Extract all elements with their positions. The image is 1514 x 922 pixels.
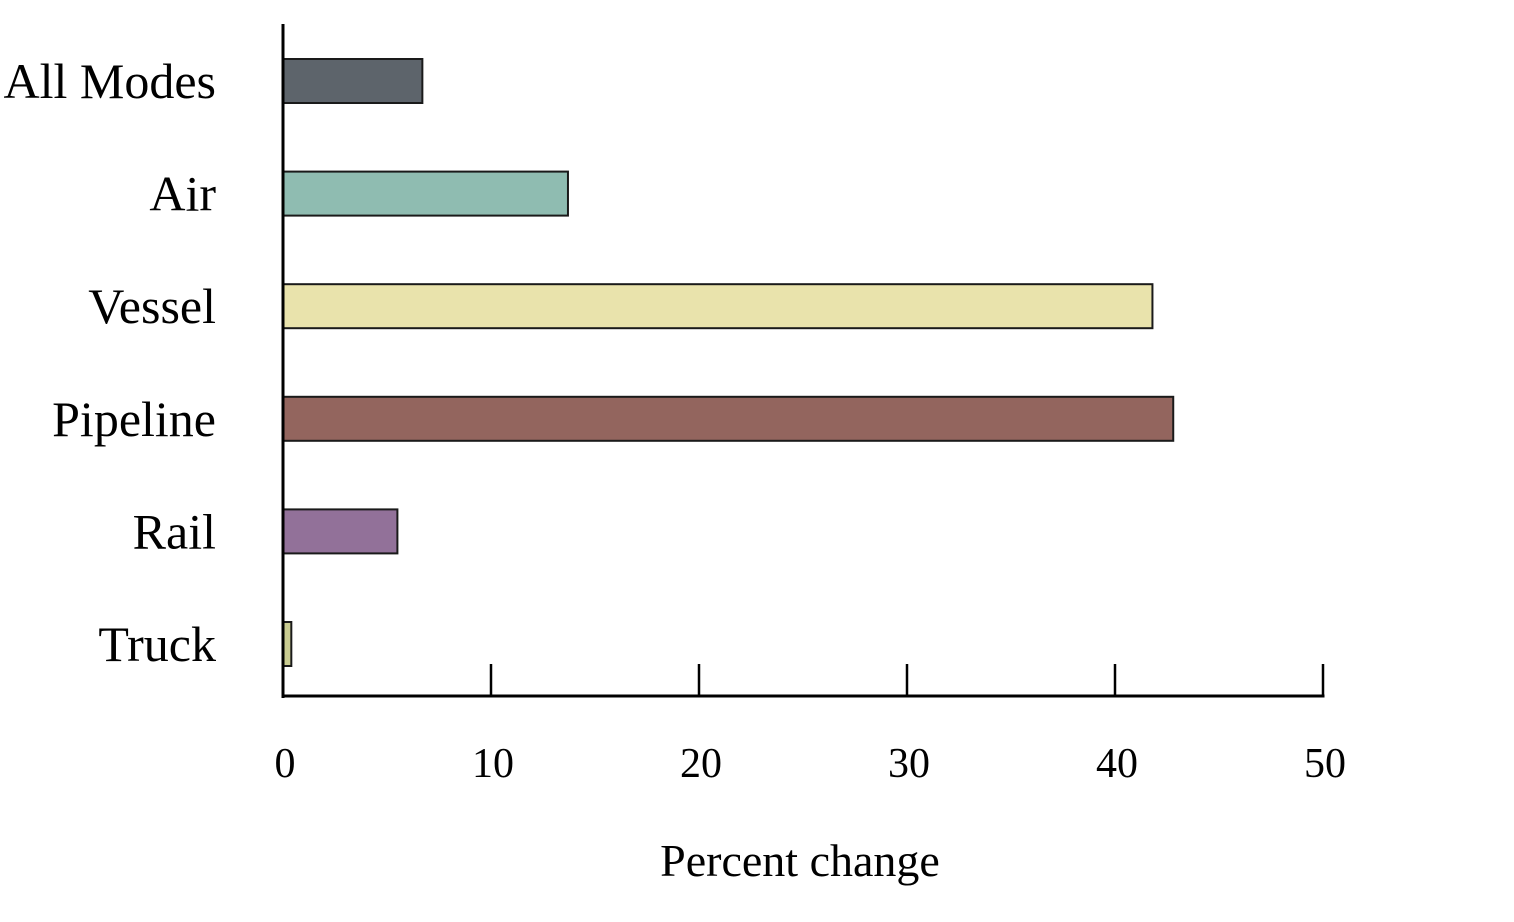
category-label-truck: Truck bbox=[98, 616, 216, 672]
x-tick-label-10: 10 bbox=[472, 741, 514, 787]
bars bbox=[282, 58, 1175, 667]
category-labels: All Modes Air Vessel Pipeline Rail Truck bbox=[4, 53, 217, 672]
bar-pipeline bbox=[282, 395, 1175, 442]
x-tick-label-0: 0 bbox=[275, 741, 296, 787]
category-label-air: Air bbox=[149, 166, 216, 222]
x-tick-label-40: 40 bbox=[1096, 741, 1138, 787]
bar-all-modes bbox=[282, 58, 424, 104]
bar-air bbox=[282, 170, 569, 217]
x-axis-title: Percent change bbox=[660, 835, 940, 886]
bar-vessel bbox=[282, 283, 1154, 330]
category-label-rail: Rail bbox=[133, 503, 216, 559]
category-label-all-modes: All Modes bbox=[4, 53, 217, 109]
x-tick-label-30: 30 bbox=[888, 741, 930, 787]
bar-rail bbox=[282, 508, 399, 555]
x-tick-label-20: 20 bbox=[680, 741, 722, 787]
x-axis: 0 10 20 30 40 50 bbox=[275, 24, 1346, 787]
category-label-pipeline: Pipeline bbox=[52, 391, 216, 447]
x-tick-label-50: 50 bbox=[1304, 741, 1346, 787]
category-label-vessel: Vessel bbox=[88, 278, 216, 334]
